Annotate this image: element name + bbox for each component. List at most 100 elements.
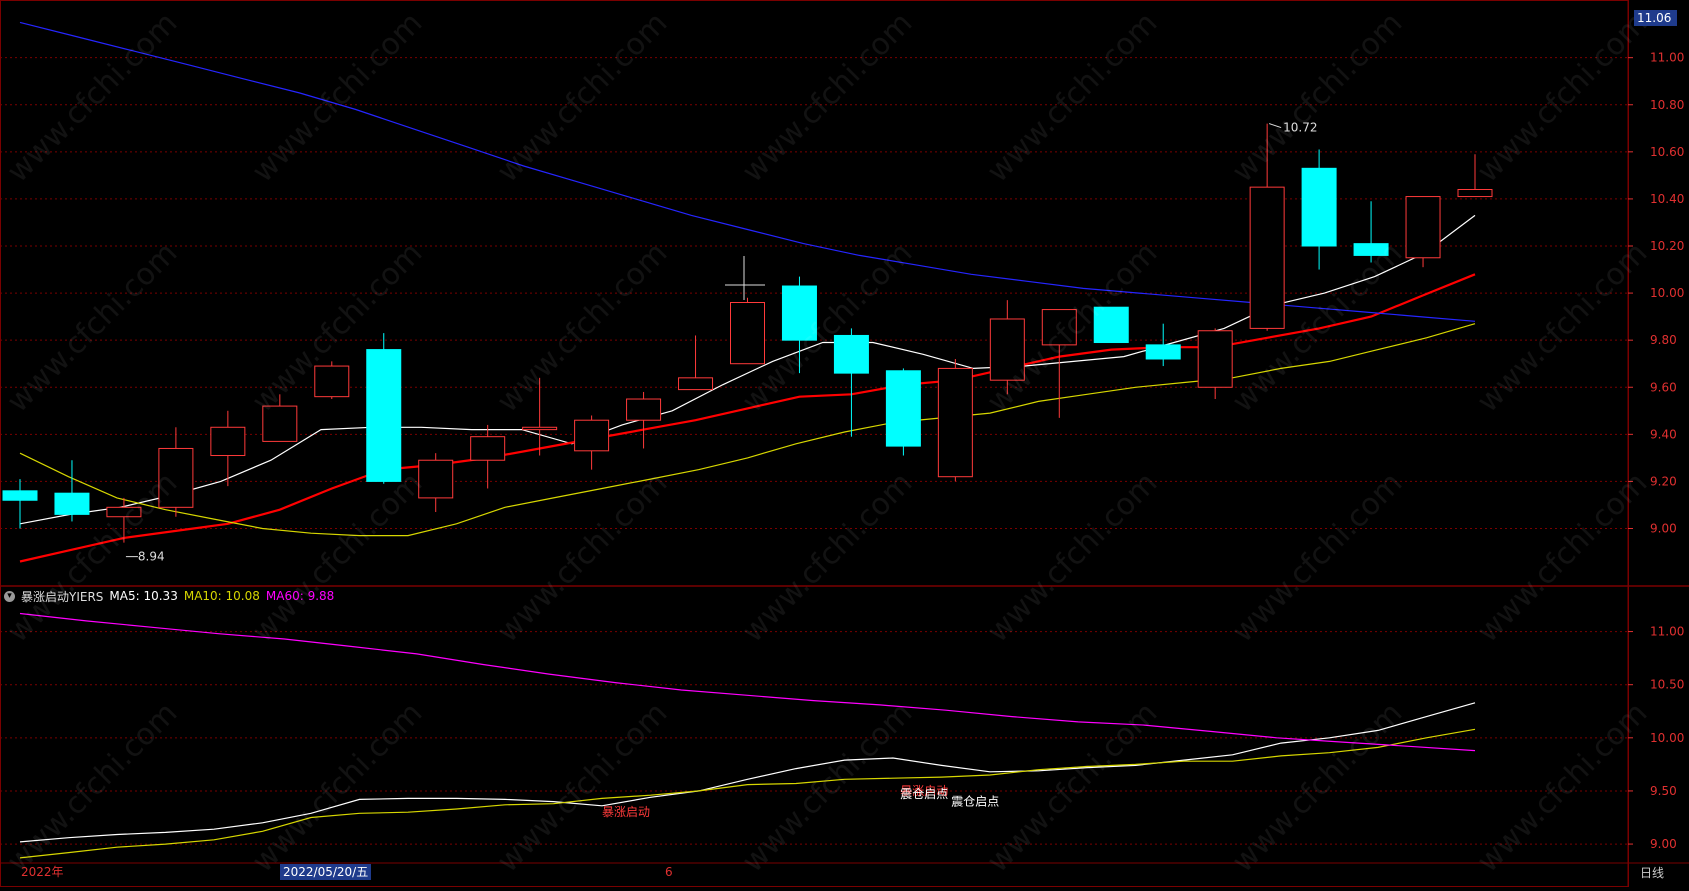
- y-tick-label: 10.50: [1650, 678, 1684, 692]
- y-tick-label: 9.20: [1650, 474, 1677, 488]
- candle: [1093, 306, 1129, 344]
- high-price-label: 10.72: [1283, 121, 1317, 135]
- candle-body: [833, 334, 869, 374]
- y-tick-label: 10.60: [1650, 145, 1684, 159]
- y-tick-label: 10.00: [1650, 286, 1684, 300]
- candle-body: [989, 318, 1025, 381]
- candle-body: [54, 492, 90, 515]
- y-tick-label: 10.00: [1650, 731, 1684, 745]
- candle: [626, 391, 662, 449]
- candle-body: [885, 370, 921, 447]
- candle: [106, 497, 142, 543]
- candle-body: [1457, 189, 1493, 198]
- cycle-selector[interactable]: 日线: [1640, 866, 1665, 880]
- candle-body: [781, 285, 817, 341]
- candle-body: [262, 405, 298, 442]
- candle-body: [470, 436, 506, 461]
- candle-body: [366, 349, 402, 482]
- candle-body: [210, 426, 246, 457]
- candle-body: [1197, 330, 1233, 388]
- candle-body: [1041, 309, 1077, 346]
- candle: [1457, 154, 1493, 198]
- candle-body: [678, 377, 714, 391]
- low-price-label: 8.94: [138, 550, 165, 564]
- indicator-ma10-value: MA10: 10.08: [183, 589, 260, 603]
- candle-body: [314, 365, 350, 398]
- candle: [574, 415, 610, 470]
- candle-body: [106, 506, 142, 518]
- candle-body: [1405, 196, 1441, 259]
- candle: [522, 377, 558, 456]
- y-tick-label: 9.40: [1650, 427, 1677, 441]
- indicator-ma60-value: MA60: 9.88: [265, 589, 335, 603]
- indicator-line-ma10: [19, 728, 1476, 859]
- candle: [1405, 196, 1441, 268]
- candle: [885, 368, 921, 456]
- y-tick-label: 9.00: [1650, 522, 1677, 536]
- candle-body: [1145, 344, 1181, 360]
- candle: [1301, 149, 1337, 270]
- time-axis-month-mark: 6: [665, 865, 673, 879]
- series-line-ma5: [19, 214, 1476, 525]
- candle: [54, 460, 90, 522]
- candle: [366, 333, 402, 484]
- candle: [1249, 123, 1285, 331]
- candle: [2, 479, 38, 529]
- candle-body: [418, 459, 454, 499]
- candle: [730, 297, 765, 365]
- y-tick-label: 9.50: [1650, 784, 1677, 798]
- indicator-name[interactable]: 暴涨启动YIERS: [21, 589, 104, 604]
- candle-body: [626, 398, 662, 421]
- candle-body: [1093, 306, 1129, 344]
- indicator-ma5-value: MA5: 10.33: [109, 589, 178, 603]
- candle: [833, 328, 869, 437]
- indicator-header: ▾ 暴涨启动YIERS MA5: 10.33 MA10: 10.08 MA60:…: [4, 587, 334, 605]
- signal-label: 震仓启点: [900, 787, 948, 801]
- candle-body: [1249, 186, 1285, 329]
- candle: [1197, 328, 1233, 400]
- candle: [937, 359, 973, 482]
- candle: [418, 453, 454, 513]
- candle: [678, 335, 714, 391]
- candle-body: [522, 426, 558, 431]
- y-tick-label: 9.00: [1650, 837, 1677, 851]
- signal-label: 震仓启点: [951, 795, 999, 809]
- candle: [314, 361, 350, 400]
- y-tick-label: 11.00: [1650, 51, 1684, 65]
- annotation-arrow: [1268, 123, 1282, 129]
- candle: [210, 410, 246, 487]
- y-tick-label: 10.20: [1650, 239, 1684, 253]
- indicator-line-ma5: [19, 702, 1476, 843]
- signal-label: 暴涨启动: [900, 783, 948, 798]
- candle: [1145, 323, 1181, 367]
- candle: [1353, 201, 1389, 263]
- axis-layer: 9.00 9.20 9.40 9.60 9.80 10.00 10.20 10.40 10.60…: [1627, 51, 1684, 887]
- y-tick-label: 9.80: [1650, 333, 1677, 347]
- time-axis-cursor-date: 2022/05/20/五: [280, 864, 372, 880]
- candle: [262, 394, 298, 442]
- candle: [781, 276, 817, 374]
- y-tick-label: 10.40: [1650, 192, 1684, 206]
- series-line-ma_long: [19, 21, 1476, 322]
- signal-label: 暴涨启动: [602, 804, 650, 819]
- candle-body: [730, 302, 765, 365]
- candle-body: [574, 419, 610, 452]
- y-tick-label: 9.60: [1650, 380, 1677, 394]
- candle-body: [937, 367, 973, 478]
- candle: [989, 300, 1025, 395]
- candle: [158, 427, 194, 517]
- y-tick-label: 11.00: [1650, 625, 1684, 639]
- candle: [1041, 309, 1077, 418]
- candle: [470, 424, 506, 489]
- candle-body: [1301, 167, 1337, 247]
- annotation-layer: 10.72 8.94: [125, 121, 1318, 564]
- candle-body: [1353, 243, 1389, 256]
- time-axis-start-label: 2022年: [21, 865, 64, 879]
- candle-body: [2, 490, 38, 501]
- indicator-line-ma60: [19, 612, 1476, 752]
- collapse-toggle-icon[interactable]: ▾: [4, 590, 15, 602]
